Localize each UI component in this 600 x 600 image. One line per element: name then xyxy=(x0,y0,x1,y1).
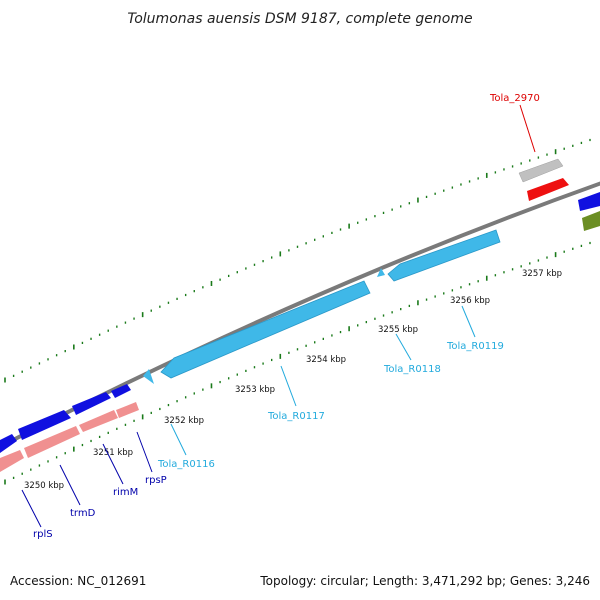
tick-label: 3252 kbp xyxy=(164,416,204,426)
feature-tola-r0118-arrow[interactable] xyxy=(377,268,385,277)
label-rplS[interactable]: rplS xyxy=(33,529,53,540)
feature-rimM-arrow[interactable] xyxy=(72,392,111,415)
feature-rpsP-arrow[interactable] xyxy=(111,384,131,398)
feature-tola-r0116-arrow[interactable] xyxy=(143,369,154,384)
tick-label: 3257 kbp xyxy=(522,269,562,279)
label-tola-r0117[interactable]: Tola_R0117 xyxy=(267,411,325,422)
tick-rings xyxy=(4,138,591,485)
label-rimM[interactable]: rimM xyxy=(113,487,138,498)
feature-pink-1[interactable] xyxy=(116,402,139,418)
label-leaders xyxy=(21,104,536,528)
cds-pink-row xyxy=(0,402,139,472)
feature-labels: Tola_2970 rplS trmD rimM rpsP Tola_R0116… xyxy=(33,93,540,540)
label-tola-2970[interactable]: Tola_2970 xyxy=(489,93,540,104)
feature-pink-2[interactable] xyxy=(79,410,118,432)
tick-label: 3256 kbp xyxy=(450,296,490,306)
map-title: Tolumonas auensis DSM 9187, complete gen… xyxy=(127,11,472,27)
feature-olive-partial[interactable] xyxy=(582,211,600,231)
feature-pink-4[interactable] xyxy=(0,450,24,472)
label-tola-r0116[interactable]: Tola_R0116 xyxy=(157,459,215,470)
feature-tola-2970-arrow[interactable] xyxy=(527,178,569,201)
feature-blue-partial[interactable] xyxy=(578,192,600,211)
tick-label: 3254 kbp xyxy=(306,355,346,365)
tick-label: 3251 kbp xyxy=(93,448,133,458)
tick-label: 3250 kbp xyxy=(24,481,64,491)
tick-label: 3255 kbp xyxy=(378,325,418,335)
feature-tola-r0117-arrow[interactable] xyxy=(160,280,371,379)
accession-text: Accession: NC_012691 xyxy=(10,574,146,588)
label-tola-r0118[interactable]: Tola_R0118 xyxy=(383,364,441,375)
cds-blue-row xyxy=(0,384,131,453)
feature-pink-3[interactable] xyxy=(24,426,80,458)
feature-trmD-arrow[interactable] xyxy=(18,410,71,440)
feature-tola-r0119-arrow[interactable] xyxy=(387,229,501,282)
tick-label: 3253 kbp xyxy=(235,385,275,395)
label-rpsP[interactable]: rpsP xyxy=(145,475,167,486)
tick-labels: 3250 kbp 3251 kbp 3252 kbp 3253 kbp 3254… xyxy=(24,269,562,491)
label-tola-r0119[interactable]: Tola_R0119 xyxy=(446,341,504,352)
feature-gray-arrow[interactable] xyxy=(518,158,564,183)
genome-summary-text: Topology: circular; Length: 3,471,292 bp… xyxy=(259,574,590,588)
feature-rplS-arrow[interactable] xyxy=(0,434,17,453)
label-trmD[interactable]: trmD xyxy=(70,508,96,519)
